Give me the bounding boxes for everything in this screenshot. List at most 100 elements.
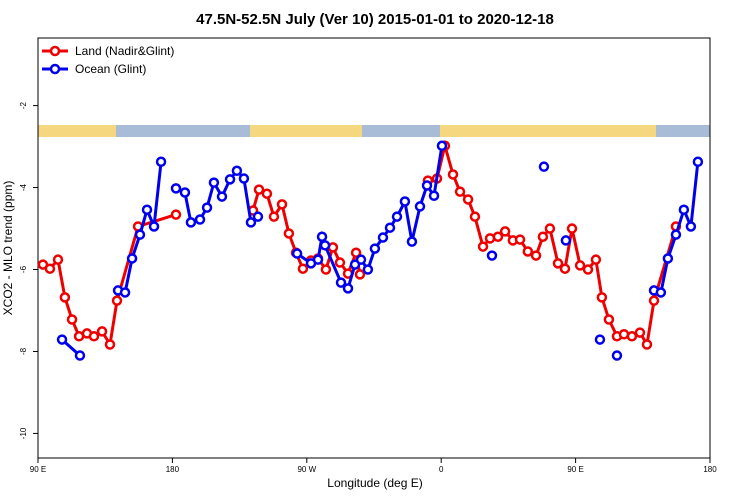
chart-title: 47.5N-52.5N July (Ver 10) 2015-01-01 to …	[196, 11, 554, 28]
point	[245, 217, 257, 228]
point	[283, 228, 295, 239]
point	[170, 209, 182, 220]
point	[297, 263, 309, 274]
point	[582, 264, 594, 275]
point	[421, 180, 433, 191]
point	[261, 188, 273, 199]
land-sea-band	[38, 125, 710, 137]
point	[477, 241, 489, 252]
point	[462, 194, 474, 205]
point	[522, 246, 534, 257]
point	[355, 254, 367, 265]
point	[469, 211, 481, 222]
point	[268, 211, 280, 222]
point	[179, 187, 191, 198]
point	[594, 334, 606, 345]
point	[316, 231, 328, 242]
legend-label: Land (Nadir&Glint)	[75, 44, 174, 58]
point	[641, 339, 653, 350]
point	[320, 264, 332, 275]
y-tick-label: -2	[19, 102, 28, 110]
point	[552, 258, 564, 269]
point	[414, 201, 426, 212]
plot-frame	[37, 37, 711, 459]
point	[334, 257, 346, 268]
point	[655, 287, 667, 298]
x-tick-label: 180	[166, 465, 180, 474]
y-tick-label: -10	[19, 427, 28, 439]
point	[201, 202, 213, 213]
point	[648, 295, 660, 306]
x-axis-label: Longitude (deg E)	[327, 476, 422, 490]
y-axis-label: XCO2 - MLO trend (ppm)	[1, 181, 15, 316]
point	[626, 331, 638, 342]
point	[155, 156, 167, 167]
point	[447, 169, 459, 180]
point	[224, 174, 236, 185]
series-line	[61, 145, 700, 357]
point	[406, 236, 418, 247]
point	[454, 186, 466, 197]
legend-marker	[49, 63, 61, 75]
point	[560, 235, 572, 246]
point	[384, 222, 396, 233]
x-tick-label: 90 W	[297, 465, 316, 474]
point	[662, 253, 674, 264]
point	[538, 161, 550, 172]
point	[170, 183, 182, 194]
y-tick-label: -6	[19, 265, 28, 273]
point	[603, 314, 615, 325]
point	[692, 156, 704, 167]
point	[342, 283, 354, 294]
point	[319, 240, 331, 251]
point	[486, 250, 498, 261]
point	[44, 263, 56, 274]
point	[634, 327, 646, 338]
point	[530, 250, 542, 261]
x-tick-label: 0	[439, 465, 444, 474]
legend-label: Ocean (Glint)	[75, 62, 146, 76]
point	[231, 165, 243, 177]
point	[685, 221, 697, 232]
point	[88, 331, 100, 342]
point	[377, 232, 389, 243]
point	[134, 229, 146, 240]
point	[59, 292, 71, 303]
point	[354, 269, 366, 280]
point	[111, 295, 123, 306]
point	[499, 226, 511, 237]
point	[194, 214, 206, 225]
point	[141, 204, 153, 215]
point	[252, 211, 264, 222]
point	[185, 217, 197, 228]
point	[362, 264, 374, 275]
point	[670, 229, 682, 240]
point	[428, 190, 440, 202]
point	[216, 191, 228, 202]
point	[391, 211, 403, 222]
y-tick-label: -8	[19, 347, 28, 355]
point	[559, 263, 571, 274]
point	[537, 231, 549, 242]
point	[312, 254, 324, 265]
point	[514, 234, 526, 245]
point	[66, 314, 78, 325]
point	[276, 199, 288, 210]
x-tick-label: 90 E	[30, 465, 46, 474]
point	[574, 260, 586, 271]
x-tick-label: 90 E	[567, 465, 583, 474]
point	[335, 277, 347, 288]
point	[544, 223, 556, 234]
point	[350, 247, 362, 258]
point	[119, 287, 131, 298]
point	[208, 177, 220, 188]
point	[148, 221, 160, 232]
point	[253, 184, 265, 195]
point	[492, 231, 504, 242]
point	[126, 253, 138, 264]
point	[96, 326, 108, 337]
point	[291, 248, 303, 259]
point	[369, 243, 381, 254]
legend-marker	[49, 45, 61, 57]
